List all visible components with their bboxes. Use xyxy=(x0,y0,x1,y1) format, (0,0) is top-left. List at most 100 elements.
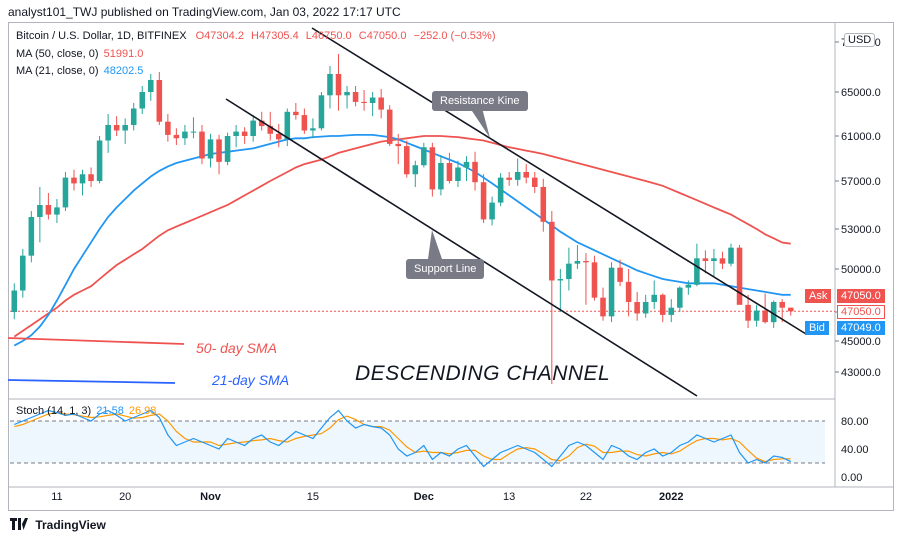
candle-body xyxy=(113,125,120,131)
price-axis-label: 57000.0 xyxy=(841,176,881,188)
last-price-value: 47050.0 xyxy=(837,305,885,319)
stoch-axis-label: 0.00 xyxy=(841,472,862,484)
candle-body xyxy=(711,258,717,261)
legend-stoch-label: Stoch (14, 1, 3) xyxy=(16,405,92,417)
ask-label: Ask xyxy=(805,289,832,303)
candle-body xyxy=(668,307,675,315)
candle-body xyxy=(250,120,256,136)
candle-body xyxy=(446,163,453,181)
candle-body xyxy=(105,125,111,141)
legend-low: L46750.0 xyxy=(305,30,352,42)
legend-stoch-k: 21.58 xyxy=(96,405,124,417)
candle-body xyxy=(216,139,222,162)
candle-body xyxy=(634,301,640,314)
candle-body xyxy=(54,207,60,215)
time-axis-label: Dec xyxy=(414,491,434,503)
sma50-annotation: 50- day SMA xyxy=(196,340,277,356)
candle-body xyxy=(386,109,393,144)
candle-body xyxy=(395,143,402,147)
time-axis-label: 15 xyxy=(307,491,319,503)
support-line-callout: Support Line xyxy=(406,259,485,279)
stoch-band xyxy=(10,421,825,463)
time-axis-label: 20 xyxy=(119,491,131,503)
price-axis-label: 45000.0 xyxy=(841,336,881,348)
ma50-line xyxy=(13,135,791,338)
candle-body xyxy=(728,247,734,264)
legend-symbol-row: Bitcoin / U.S. Dollar, 1D, BITFINEX O473… xyxy=(16,30,495,42)
candle-body xyxy=(369,97,376,103)
candle-body xyxy=(642,301,649,314)
resistance-callout-pointer xyxy=(470,108,490,138)
sma21-annotation: 21-day SMA xyxy=(212,372,290,388)
legend-symbol: Bitcoin / U.S. Dollar, 1D, BITFINEX xyxy=(16,30,187,42)
ma21-line xyxy=(13,133,791,347)
stoch-axis-label: 40.00 xyxy=(841,444,869,456)
price-axis-label: 53000.0 xyxy=(841,224,881,236)
candle-body xyxy=(28,217,35,256)
candle-body xyxy=(130,108,137,125)
candle-body xyxy=(224,136,231,162)
candle-body xyxy=(96,140,103,181)
candle-body xyxy=(549,221,555,281)
candle-body xyxy=(421,147,427,166)
candle-body xyxy=(523,172,529,178)
candle-body xyxy=(139,92,146,109)
candle-body xyxy=(327,74,333,96)
candle-body xyxy=(352,92,359,102)
bid-value: 47049.0 xyxy=(837,321,885,335)
ask-value: 47050.0 xyxy=(837,289,885,303)
candle-body xyxy=(745,304,751,321)
candle-body xyxy=(770,301,777,323)
candle-body xyxy=(148,80,154,92)
currency-selector[interactable]: USD xyxy=(844,33,876,47)
candle-body xyxy=(480,182,487,220)
candle-body xyxy=(583,261,589,263)
candle-body xyxy=(677,287,683,308)
candle-body xyxy=(173,134,180,139)
candle-body xyxy=(787,307,794,312)
candle-body xyxy=(779,301,785,308)
candle-body xyxy=(625,281,632,302)
stoch-d-line xyxy=(14,411,791,463)
candle-body xyxy=(719,258,726,264)
support-callout-pointer xyxy=(428,230,442,259)
candle-body xyxy=(233,131,239,136)
candle-body xyxy=(122,125,128,131)
candle-body xyxy=(506,177,512,180)
candle-body xyxy=(45,205,52,215)
candle-body xyxy=(62,177,69,208)
legend-close: C47050.0 xyxy=(358,30,407,42)
resistance-channel-line xyxy=(311,27,807,335)
candle-body xyxy=(20,255,26,291)
candle-body xyxy=(156,80,163,122)
candle-body xyxy=(79,174,86,184)
time-axis-label: Nov xyxy=(200,491,222,503)
stoch-axis-label: 80.00 xyxy=(841,416,869,428)
candle-body xyxy=(335,74,342,96)
candle-body xyxy=(11,290,18,312)
candle-body xyxy=(531,177,538,187)
resistance-line-callout: Resistance Kine xyxy=(432,91,528,111)
candle-body xyxy=(378,97,384,110)
candle-body xyxy=(514,172,521,180)
legend-ma21-row: MA (21, close, 0) 48202.5 xyxy=(16,65,143,77)
candle-body xyxy=(258,120,265,127)
price-axis-label: 65000.0 xyxy=(841,87,881,99)
candle-body xyxy=(702,258,709,261)
candle-body xyxy=(318,95,325,129)
candle-body xyxy=(403,146,410,175)
candle-body xyxy=(438,163,444,190)
candle-body xyxy=(344,92,350,96)
tradingview-logo-icon xyxy=(10,518,28,533)
candle-body xyxy=(165,121,171,135)
candle-body xyxy=(361,101,367,103)
candle-body xyxy=(455,167,461,181)
candle-body xyxy=(190,131,197,133)
candle-body xyxy=(88,174,94,181)
candle-body xyxy=(293,111,299,116)
legend-high: H47305.4 xyxy=(251,30,299,42)
sma50-annotation-stroke xyxy=(7,337,185,345)
candle-body xyxy=(694,258,700,285)
legend-ma50-row: MA (50, close, 0) 51991.0 xyxy=(16,48,143,60)
